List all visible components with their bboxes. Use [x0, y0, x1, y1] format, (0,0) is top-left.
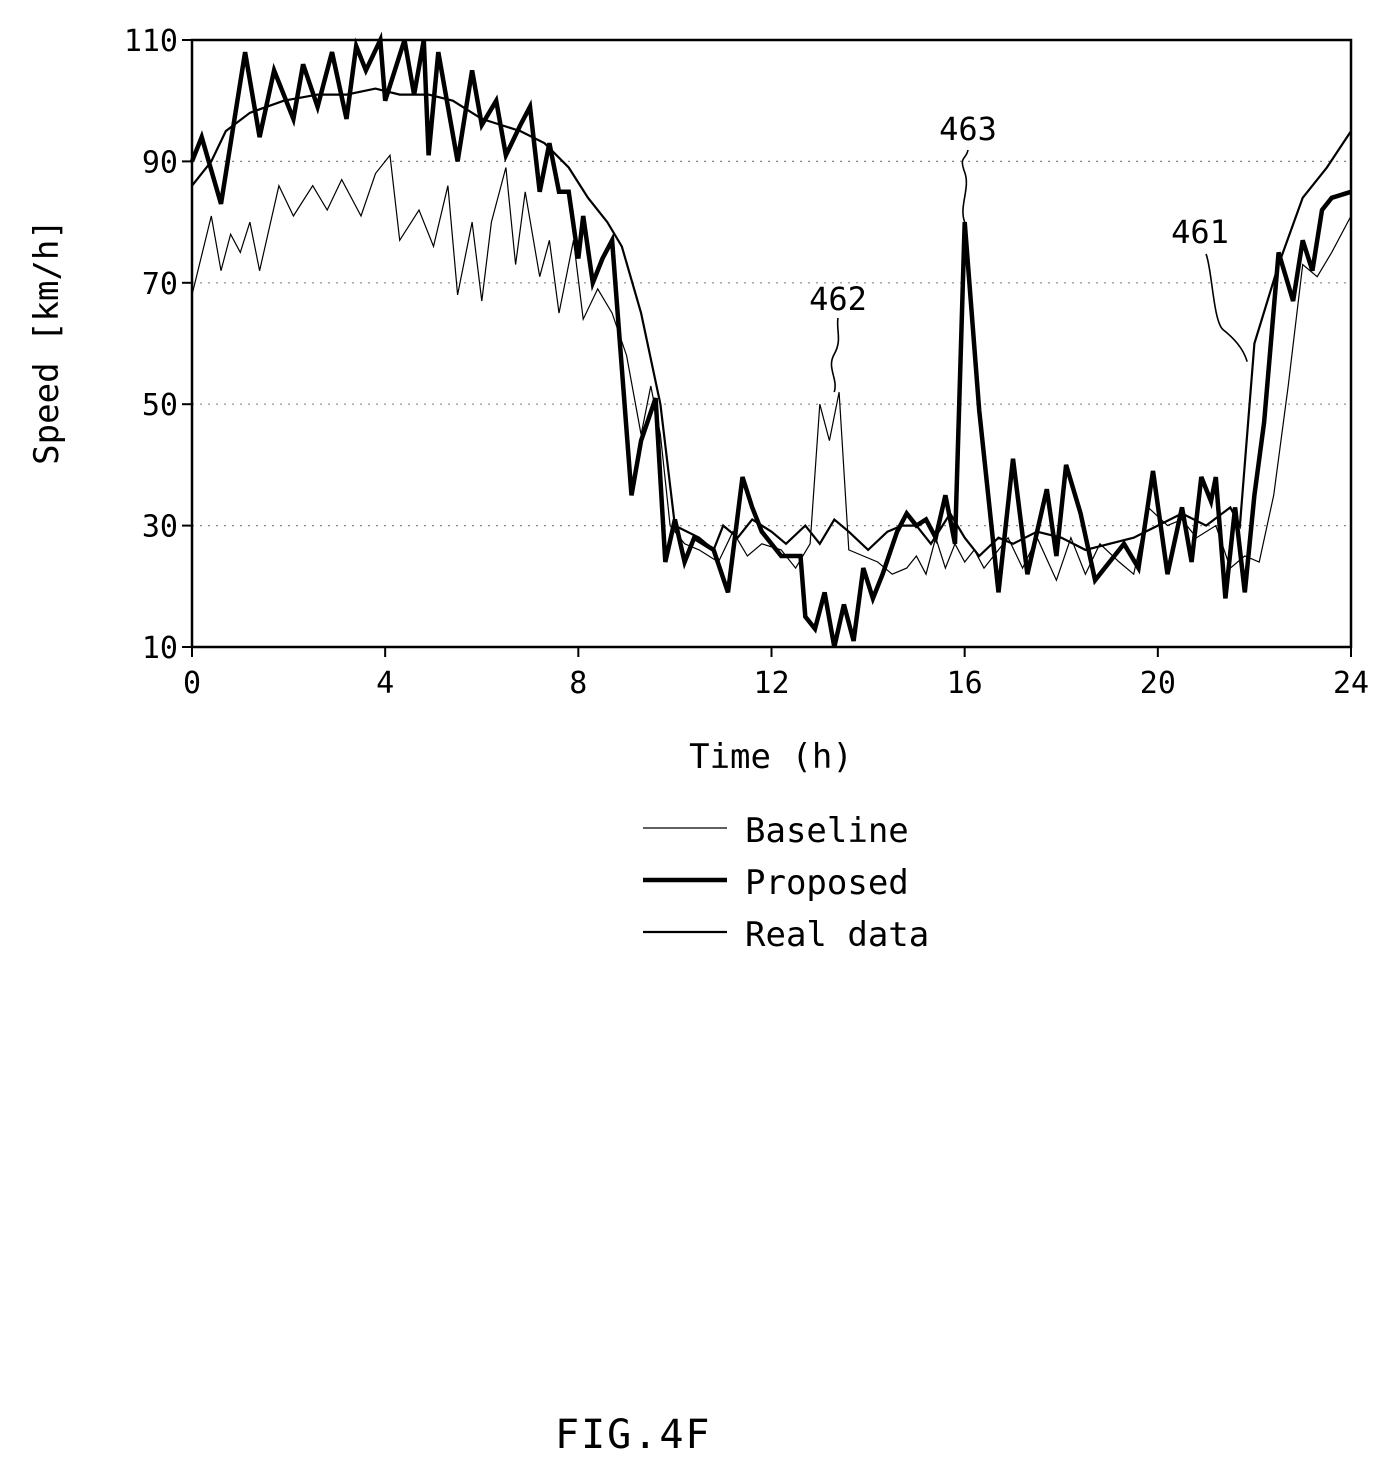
chart: 10 30 50 70 90 110 0 4 8 12 16 20 24 Time (h) Speed… [27, 24, 1369, 955]
y-tick-label: 110 [124, 24, 178, 59]
annotation-leader [830, 317, 840, 393]
y-tick-label: 10 [142, 631, 178, 666]
y-axis-title: Speed [km/h] [27, 219, 67, 465]
y-tick-label: 50 [142, 388, 178, 423]
plot-frame [190, 38, 1353, 649]
series-line-baseline [191, 153, 1352, 582]
annotation-label: 462 [809, 280, 867, 318]
x-tick-label: 20 [1140, 666, 1176, 701]
x-tick-label: 4 [376, 666, 394, 701]
legend-label: Proposed [745, 863, 909, 903]
annotation-label: 463 [939, 110, 997, 148]
legend-label: Baseline [745, 811, 909, 851]
annotation-label: 461 [1171, 213, 1229, 251]
x-tick-label: 12 [753, 666, 789, 701]
annotation-leader [1205, 253, 1248, 362]
y-axis-ticks: 10 30 50 70 90 110 [124, 24, 192, 666]
legend-label: Real data [745, 915, 929, 955]
series-line-real-data [191, 87, 1352, 558]
y-tick-label: 30 [142, 510, 178, 545]
series-lines [189, 31, 1352, 648]
x-tick-label: 24 [1333, 666, 1369, 701]
annotations: 461 462 463 [809, 110, 1248, 393]
y-tick-label: 90 [142, 145, 178, 180]
x-axis-title: Time (h) [689, 737, 853, 777]
figure-label: FIG.4F [555, 1412, 712, 1458]
x-tick-label: 8 [569, 666, 587, 701]
annotation-leader [961, 149, 969, 223]
legend: Baseline Proposed Real data [643, 811, 929, 955]
x-axis-ticks: 0 4 8 12 16 20 24 [183, 647, 1369, 701]
x-tick-label: 0 [183, 666, 201, 701]
series-line-proposed [189, 31, 1352, 648]
x-tick-label: 16 [947, 666, 983, 701]
y-tick-label: 70 [142, 267, 178, 302]
